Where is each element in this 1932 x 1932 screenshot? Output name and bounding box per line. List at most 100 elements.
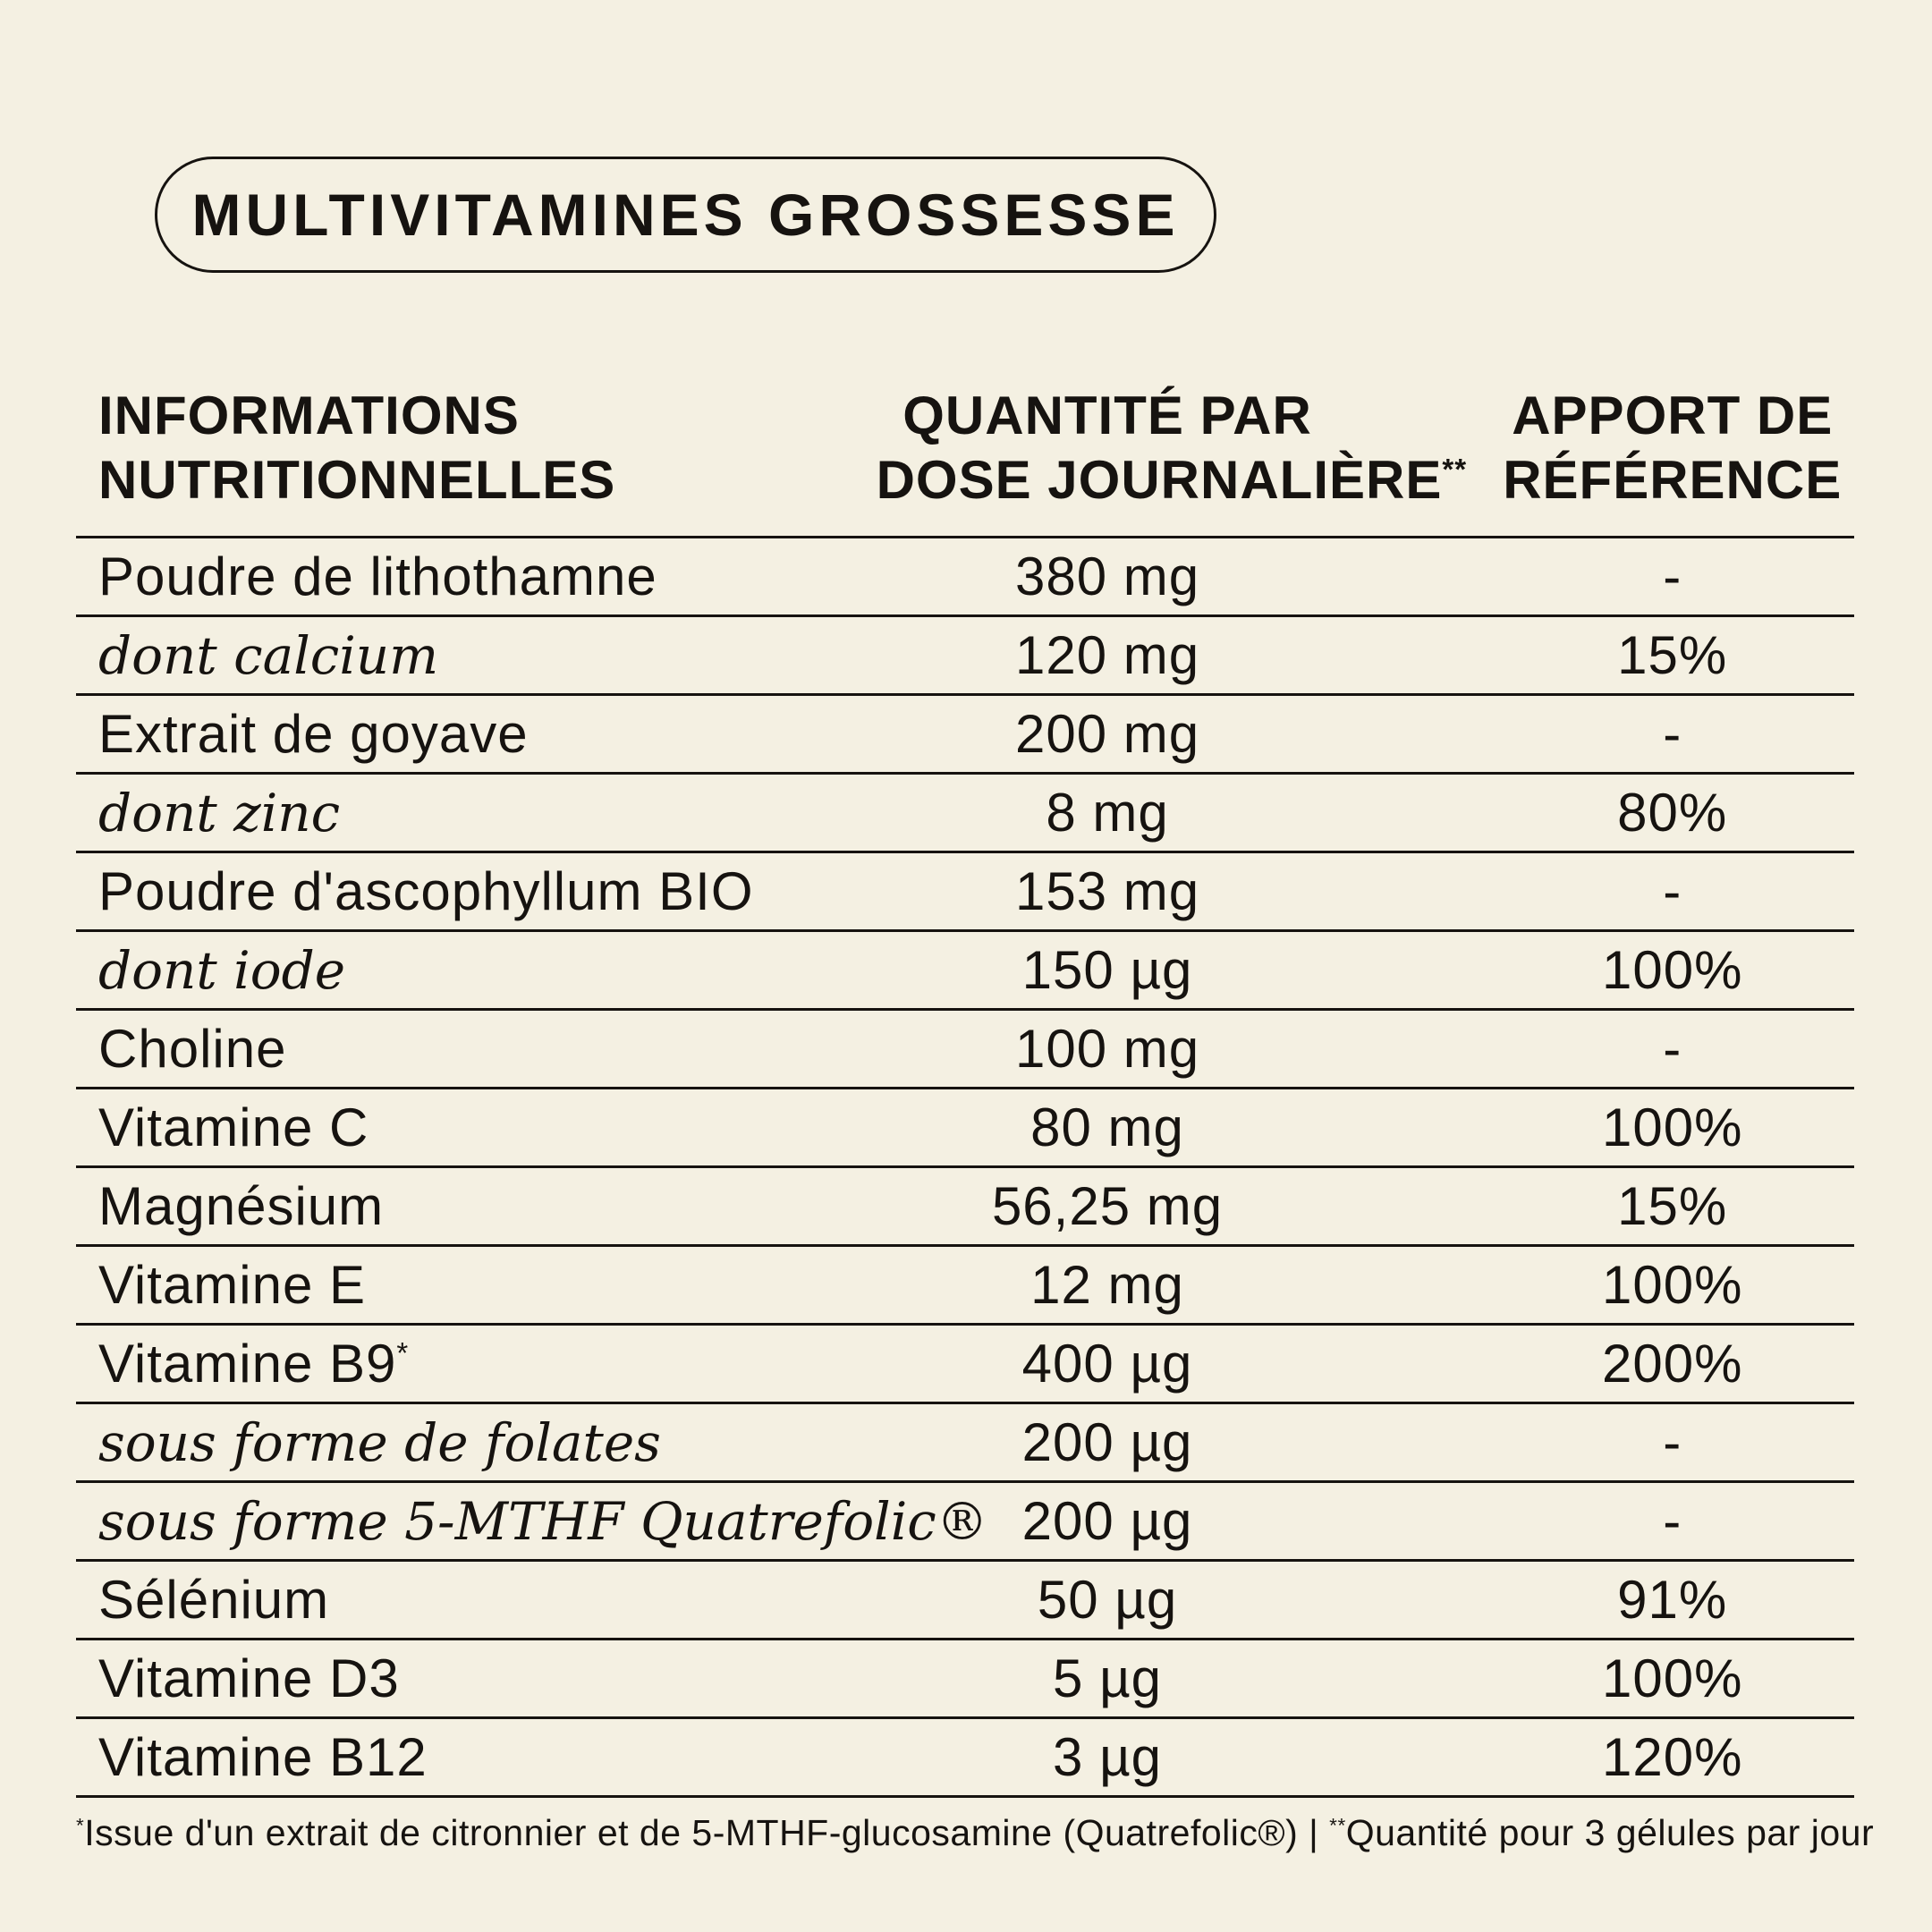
ingredient-name: Vitamine D3 — [76, 1648, 877, 1709]
table-row: Poudre de lithothamne 380 mg - — [76, 538, 1854, 617]
header-apport-de-reference: APPORT DE RÉFÉRENCE — [1338, 384, 1854, 513]
table-row: Sélénium 50 µg 91% — [76, 1562, 1854, 1640]
ingredient-quantity: 100 mg — [1014, 1019, 1200, 1079]
ingredient-reference: 100% — [1601, 1255, 1743, 1315]
ingredient-name: Choline — [76, 1018, 877, 1080]
ingredient-name-text: Vitamine B12 — [98, 1727, 428, 1787]
ingredient-name: sous forme 5-MTHF Quatrefolic® — [76, 1491, 988, 1552]
table-row: Extrait de goyave 200 mg - — [76, 696, 1854, 775]
ingredient-reference: - — [1663, 1491, 1682, 1551]
ingredient-name-text: Sélénium — [98, 1570, 330, 1630]
ingredient-quantity: 200 µg — [1021, 1412, 1193, 1472]
header-asterisks: ** — [1442, 453, 1468, 486]
table-row: Vitamine B9* 400 µg 200% — [76, 1326, 1854, 1404]
header-line: RÉFÉRENCE — [1503, 450, 1843, 510]
table-row: Poudre d'ascophyllum BIO 153 mg - — [76, 853, 1854, 932]
table-row: Vitamine C 80 mg 100% — [76, 1089, 1854, 1168]
ingredient-name-text: sous forme de folates — [98, 1411, 661, 1473]
header-line: QUANTITÉ PAR — [902, 386, 1312, 445]
ingredient-quantity: 153 mg — [1014, 861, 1200, 921]
header-quantite-par-dose-journaliere: QUANTITÉ PAR DOSE JOURNALIÈRE** — [876, 384, 1468, 513]
ingredient-name-text: Vitamine C — [98, 1097, 369, 1157]
ingredient-reference: - — [1663, 861, 1682, 921]
ingredient-quantity: 380 mg — [1014, 547, 1200, 606]
ingredient-name-text: Vitamine D3 — [98, 1648, 400, 1708]
header-line: APPORT DE — [1512, 386, 1834, 445]
table-row: sous forme de folates 200 µg - — [76, 1404, 1854, 1483]
ingredient-name: dont calcium — [76, 625, 877, 686]
ingredient-reference: 100% — [1601, 940, 1743, 1000]
ingredient-quantity: 56,25 mg — [991, 1176, 1224, 1236]
ingredient-name: Vitamine E — [76, 1254, 877, 1316]
ingredient-reference: - — [1663, 1019, 1682, 1079]
table-row: dont zinc 8 mg 80% — [76, 775, 1854, 853]
ingredient-quantity: 12 mg — [1030, 1255, 1184, 1315]
footnote-text-1: Issue d'un extrait de citronnier et de 5… — [84, 1812, 1330, 1853]
table-row: Magnésium 56,25 mg 15% — [76, 1168, 1854, 1247]
header-line: NUTRITIONNELLES — [98, 450, 616, 510]
footnote-text-2: Quantité pour 3 gélules par jour — [1345, 1812, 1875, 1853]
ingredient-name-text: Extrait de goyave — [98, 704, 529, 764]
ingredient-name: dont zinc — [76, 783, 877, 843]
footnote-asterisk-1: * — [76, 1814, 85, 1837]
ingredient-quantity: 80 mg — [1030, 1097, 1184, 1157]
ingredient-name: Vitamine B12 — [76, 1726, 877, 1788]
ingredient-name: Vitamine C — [76, 1097, 877, 1158]
table-row: sous forme 5-MTHF Quatrefolic® 200 µg - — [76, 1483, 1854, 1562]
ingredient-quantity: 120 mg — [1014, 625, 1200, 685]
ingredient-name-text: Poudre d'ascophyllum BIO — [98, 861, 754, 921]
ingredient-quantity: 200 µg — [1021, 1491, 1193, 1551]
ingredient-quantity: 150 µg — [1021, 940, 1193, 1000]
table-body: Poudre de lithothamne 380 mg - dont calcium… — [76, 538, 1854, 1798]
ingredient-name: Extrait de goyave — [76, 703, 877, 765]
ingredient-quantity: 50 µg — [1037, 1570, 1178, 1630]
ingredient-reference: - — [1663, 1412, 1682, 1472]
ingredient-reference: 100% — [1601, 1097, 1743, 1157]
table-row: Vitamine E 12 mg 100% — [76, 1247, 1854, 1326]
product-title: MULTIVITAMINES GROSSESSE — [191, 182, 1180, 248]
ingredient-name-text: dont zinc — [98, 782, 341, 843]
ingredient-name-text: dont iode — [98, 939, 346, 1001]
ingredient-asterisk: * — [396, 1336, 410, 1369]
ingredient-reference: 120% — [1601, 1727, 1743, 1787]
nutrition-table: INFORMATIONS NUTRITIONNELLES QUANTITÉ PA… — [76, 371, 1854, 1798]
ingredient-reference: 15% — [1617, 1176, 1728, 1236]
ingredient-name-text: dont calcium — [98, 624, 439, 686]
ingredient-name: Magnésium — [76, 1175, 877, 1237]
ingredient-name: sous forme de folates — [76, 1412, 877, 1473]
ingredient-name: Poudre de lithothamne — [76, 546, 877, 607]
ingredient-name: Vitamine B9* — [76, 1333, 877, 1394]
ingredient-name-text: Vitamine E — [98, 1255, 367, 1315]
ingredient-name-text: Vitamine B9 — [98, 1334, 397, 1394]
ingredient-reference: - — [1663, 704, 1682, 764]
table-header-row: INFORMATIONS NUTRITIONNELLES QUANTITÉ PA… — [76, 371, 1854, 538]
header-line: INFORMATIONS — [98, 386, 520, 445]
ingredient-quantity: 8 mg — [1046, 783, 1169, 843]
table-row: dont calcium 120 mg 15% — [76, 617, 1854, 696]
ingredient-reference: 200% — [1601, 1334, 1743, 1394]
ingredient-reference: 91% — [1617, 1570, 1728, 1630]
header-line: DOSE JOURNALIÈRE** — [876, 450, 1468, 510]
ingredient-reference: - — [1663, 547, 1682, 606]
footnote-asterisk-2: ** — [1329, 1814, 1346, 1837]
footnote: *Issue d'un extrait de citronnier et de … — [76, 1812, 1874, 1854]
table-row: Choline 100 mg - — [76, 1011, 1854, 1089]
ingredient-reference: 80% — [1617, 783, 1728, 843]
table-row: dont iode 150 µg 100% — [76, 932, 1854, 1011]
ingredient-name-text: Magnésium — [98, 1176, 385, 1236]
ingredient-quantity: 400 µg — [1021, 1334, 1193, 1394]
ingredient-quantity: 3 µg — [1053, 1727, 1163, 1787]
header-informations-nutritionnelles: INFORMATIONS NUTRITIONNELLES — [76, 384, 877, 513]
ingredient-reference: 15% — [1617, 625, 1728, 685]
ingredient-quantity: 200 mg — [1014, 704, 1200, 764]
ingredient-name-text: Poudre de lithothamne — [98, 547, 657, 606]
ingredient-name-text: sous forme 5-MTHF Quatrefolic® — [98, 1490, 988, 1552]
table-row: Vitamine D3 5 µg 100% — [76, 1640, 1854, 1719]
ingredient-quantity: 5 µg — [1053, 1648, 1163, 1708]
ingredient-name: dont iode — [76, 940, 877, 1001]
ingredient-name: Sélénium — [76, 1569, 877, 1631]
ingredient-name-text: Choline — [98, 1019, 287, 1079]
table-row: Vitamine B12 3 µg 120% — [76, 1719, 1854, 1798]
ingredient-name: Poudre d'ascophyllum BIO — [76, 860, 877, 922]
ingredient-reference: 100% — [1601, 1648, 1743, 1708]
